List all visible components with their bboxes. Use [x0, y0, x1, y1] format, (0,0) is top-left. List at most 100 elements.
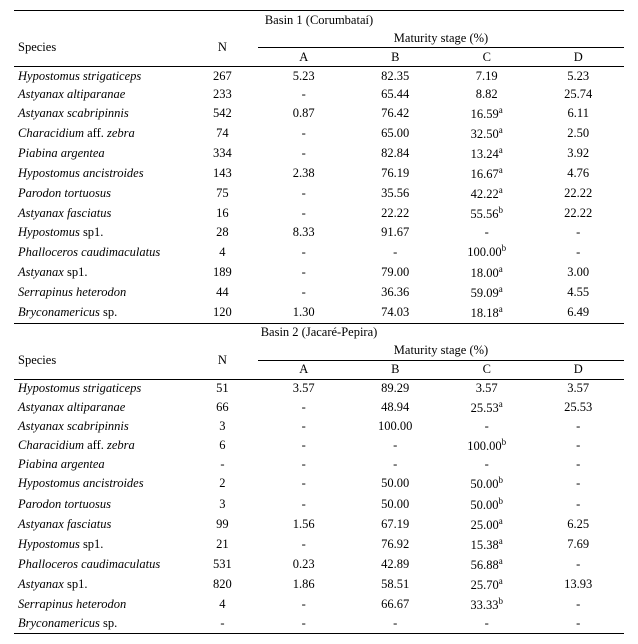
- cell-n: 21: [187, 534, 258, 554]
- species-name: Hypostomus sp1.: [14, 224, 187, 242]
- cell-n: 51: [187, 379, 258, 398]
- cell-n: 542: [187, 103, 258, 123]
- cell-a: -: [258, 418, 350, 436]
- cell-b: 79.00: [349, 262, 441, 282]
- cell-d: 22.22: [532, 204, 624, 224]
- header-d: D: [532, 48, 624, 67]
- basin-title: Basin 1 (Corumbataí): [14, 11, 624, 30]
- species-name: Astyanax altiparanae: [14, 398, 187, 418]
- cell-b: 74.03: [349, 302, 441, 323]
- cell-d: -: [532, 418, 624, 436]
- cell-c: -: [441, 418, 533, 436]
- cell-n: 28: [187, 224, 258, 242]
- species-name: Astyanax scabripinnis: [14, 418, 187, 436]
- cell-c: 56.88a: [441, 555, 533, 575]
- cell-b: 76.92: [349, 534, 441, 554]
- cell-a: 1.56: [258, 514, 350, 534]
- cell-n: 6: [187, 436, 258, 456]
- species-name: Astyanax sp1.: [14, 575, 187, 595]
- header-a: A: [258, 360, 350, 379]
- cell-n: 16: [187, 204, 258, 224]
- cell-c: 16.59a: [441, 103, 533, 123]
- cell-n: -: [187, 456, 258, 474]
- cell-c: 25.00a: [441, 514, 533, 534]
- cell-b: -: [349, 456, 441, 474]
- cell-a: -: [258, 123, 350, 143]
- cell-b: 89.29: [349, 379, 441, 398]
- species-name: Hypostomus ancistroides: [14, 474, 187, 494]
- cell-b: 66.67: [349, 595, 441, 615]
- cell-n: 820: [187, 575, 258, 595]
- cell-n: 233: [187, 85, 258, 103]
- cell-c: 59.09a: [441, 282, 533, 302]
- cell-d: 3.00: [532, 262, 624, 282]
- cell-b: -: [349, 436, 441, 456]
- cell-a: -: [258, 494, 350, 514]
- cell-c: 16.67a: [441, 163, 533, 183]
- cell-n: 3: [187, 494, 258, 514]
- cell-b: -: [349, 615, 441, 634]
- cell-c: -: [441, 456, 533, 474]
- cell-a: 8.33: [258, 224, 350, 242]
- cell-a: -: [258, 398, 350, 418]
- species-name: Hypostomus strigaticeps: [14, 67, 187, 86]
- cell-n: 2: [187, 474, 258, 494]
- cell-d: -: [532, 615, 624, 634]
- header-a: A: [258, 48, 350, 67]
- cell-n: -: [187, 615, 258, 634]
- cell-n: 120: [187, 302, 258, 323]
- cell-a: -: [258, 242, 350, 262]
- cell-n: 3: [187, 418, 258, 436]
- cell-a: 1.86: [258, 575, 350, 595]
- cell-b: 100.00: [349, 418, 441, 436]
- header-c: C: [441, 360, 533, 379]
- species-name: Parodon tortuosus: [14, 184, 187, 204]
- cell-c: 50.00b: [441, 474, 533, 494]
- cell-c: 15.38a: [441, 534, 533, 554]
- cell-n: 267: [187, 67, 258, 86]
- cell-c: 25.70a: [441, 575, 533, 595]
- cell-d: 6.49: [532, 302, 624, 323]
- cell-a: -: [258, 282, 350, 302]
- cell-c: 32.50a: [441, 123, 533, 143]
- species-name: Characidium aff. zebra: [14, 123, 187, 143]
- cell-a: 1.30: [258, 302, 350, 323]
- header-d: D: [532, 360, 624, 379]
- species-name: Serrapinus heterodon: [14, 282, 187, 302]
- species-name: Astyanax fasciatus: [14, 514, 187, 534]
- species-name: Hypostomus sp1.: [14, 534, 187, 554]
- header-species: Species: [14, 29, 187, 67]
- header-species: Species: [14, 342, 187, 380]
- cell-c: 33.33b: [441, 595, 533, 615]
- maturity-table: Basin 1 (Corumbataí)SpeciesNMaturity sta…: [14, 10, 624, 634]
- cell-d: 5.23: [532, 67, 624, 86]
- cell-b: 22.22: [349, 204, 441, 224]
- species-name: Phalloceros caudimaculatus: [14, 555, 187, 575]
- cell-a: -: [258, 456, 350, 474]
- species-name: Bryconamericus sp.: [14, 302, 187, 323]
- cell-a: -: [258, 615, 350, 634]
- species-name: Parodon tortuosus: [14, 494, 187, 514]
- cell-b: 67.19: [349, 514, 441, 534]
- cell-a: -: [258, 85, 350, 103]
- cell-d: 13.93: [532, 575, 624, 595]
- cell-d: 2.50: [532, 123, 624, 143]
- cell-c: 8.82: [441, 85, 533, 103]
- cell-a: -: [258, 143, 350, 163]
- species-name: Serrapinus heterodon: [14, 595, 187, 615]
- cell-n: 143: [187, 163, 258, 183]
- cell-a: -: [258, 595, 350, 615]
- cell-d: -: [532, 224, 624, 242]
- cell-n: 99: [187, 514, 258, 534]
- cell-d: 6.25: [532, 514, 624, 534]
- header-c: C: [441, 48, 533, 67]
- cell-b: 65.44: [349, 85, 441, 103]
- cell-d: 22.22: [532, 184, 624, 204]
- cell-d: 25.53: [532, 398, 624, 418]
- species-name: Astyanax fasciatus: [14, 204, 187, 224]
- cell-b: 82.84: [349, 143, 441, 163]
- cell-n: 75: [187, 184, 258, 204]
- cell-c: 100.00b: [441, 436, 533, 456]
- cell-d: -: [532, 436, 624, 456]
- cell-n: 531: [187, 555, 258, 575]
